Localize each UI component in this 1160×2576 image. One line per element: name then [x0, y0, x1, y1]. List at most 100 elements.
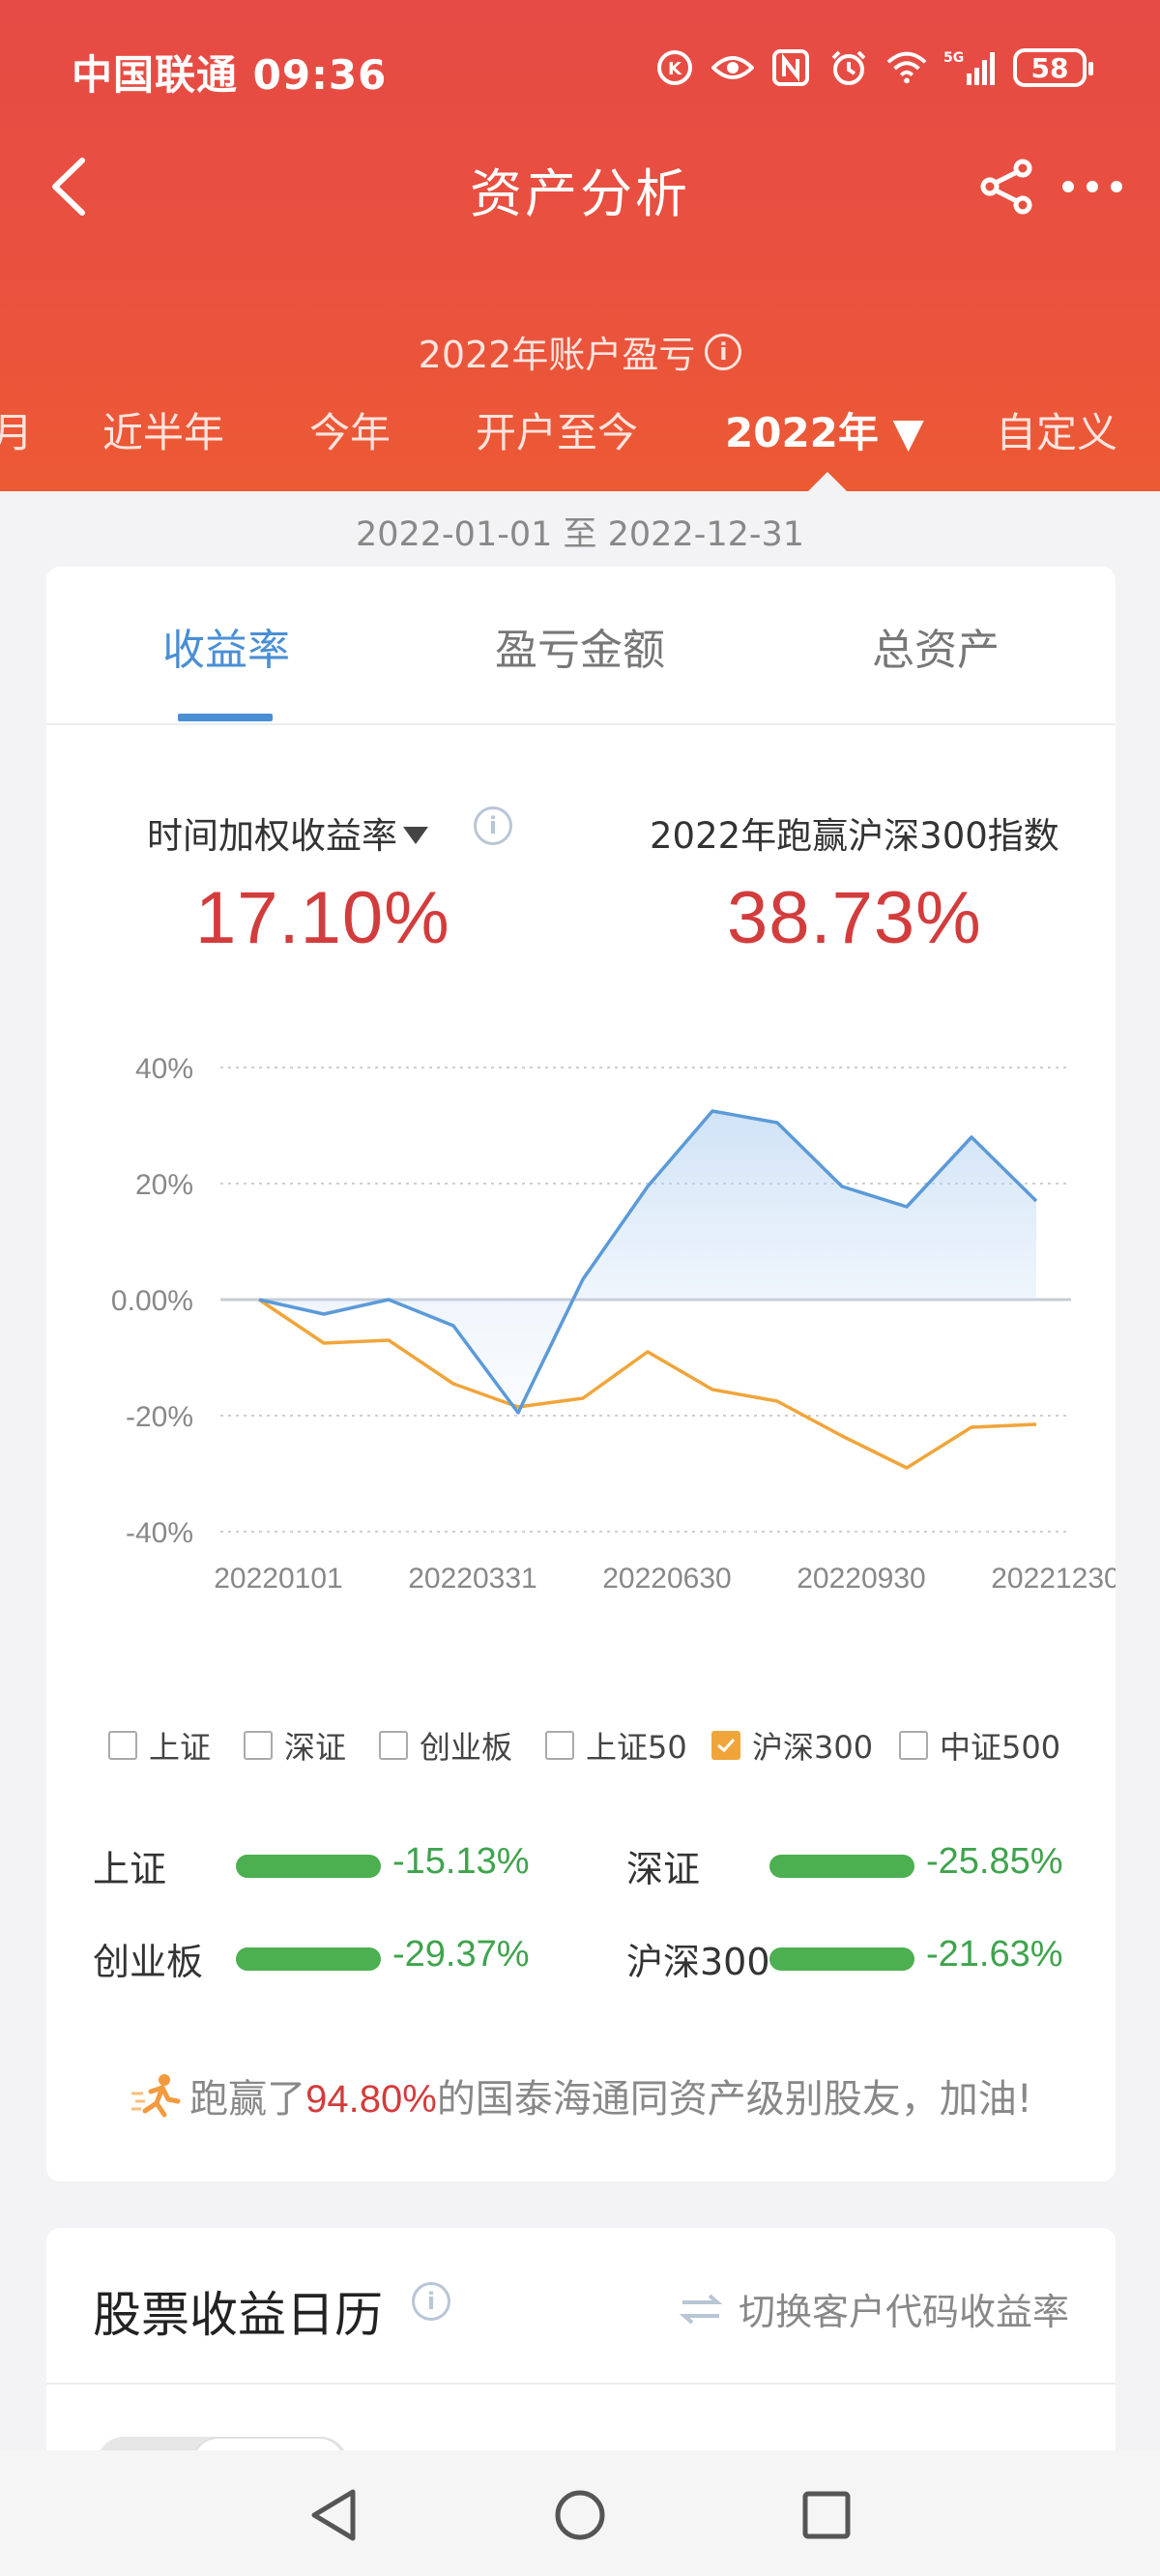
legend-label: 上证: [149, 1729, 212, 1766]
page-title: 资产分析: [470, 163, 690, 224]
data-saver-icon: K: [653, 46, 696, 89]
nfc-icon: [769, 46, 812, 89]
checkbox-icon: [899, 1731, 928, 1760]
nav-home-button[interactable]: [536, 2472, 624, 2559]
nav-bar: 资产分析: [0, 135, 1160, 236]
index-value-csi300: -21.63%: [926, 1934, 1063, 1975]
more-button[interactable]: [1054, 153, 1131, 220]
portfolio-line: [258, 1109, 1038, 1415]
tab-return-rate[interactable]: 收益率: [162, 626, 290, 675]
info-icon[interactable]: i: [474, 806, 512, 845]
tab-total-assets[interactable]: 总资产: [872, 626, 1000, 675]
more-dots-icon: [1062, 181, 1122, 192]
checkbox-icon: [244, 1731, 273, 1760]
x-tick-label: 20220930: [797, 1563, 925, 1595]
checkbox-icon: [108, 1731, 137, 1760]
svg-text:K: K: [668, 59, 682, 79]
share-button[interactable]: [972, 153, 1040, 220]
circle-home-icon: [555, 2490, 605, 2540]
info-icon[interactable]: i: [705, 333, 742, 370]
legend-item-csi300[interactable]: 沪深300: [711, 1723, 873, 1768]
index-value-shanghai: -15.13%: [392, 1841, 530, 1882]
date-range: 2022-01-01 至 2022-12-31: [355, 515, 805, 554]
alarm-icon: [827, 46, 870, 89]
y-tick-label: 0.00%: [111, 1285, 193, 1317]
system-nav-bar: [0, 2450, 1160, 2576]
swap-arrows-icon: [679, 2293, 723, 2325]
index-name: 沪深300: [626, 1940, 770, 1983]
time-weighted-return-label: 时间加权收益率: [147, 815, 397, 857]
tab-active-underline: [178, 714, 273, 721]
period-tab-month[interactable]: 月: [0, 409, 34, 456]
subtitle-text: 2022年账户盈亏: [418, 334, 696, 376]
checkbox-icon: [545, 1731, 574, 1760]
header: 中国联通 09:36 K 5G 58 资: [0, 0, 1160, 491]
card-tabs: 收益率 盈亏金额 总资产: [46, 567, 1116, 725]
triangle-back-icon: [311, 2489, 356, 2541]
carrier-time: 中国联通 09:36: [72, 51, 388, 99]
index-row-shenzhen: 深证: [626, 1841, 701, 1890]
index-bar-shenzhen: [769, 1855, 914, 1878]
returns-card: 收益率 盈亏金额 总资产 时间加权收益率 i 2022年跑赢沪深300指数 17…: [46, 567, 1116, 2181]
legend-item-sse50[interactable]: 上证50: [545, 1723, 687, 1768]
legend-item-csi500[interactable]: 中证500: [899, 1723, 1060, 1768]
legend-item-shenzhen[interactable]: 深证: [244, 1723, 346, 1768]
square-recents-icon: [802, 2491, 851, 2539]
share-icon: [980, 159, 1032, 215]
beat-peers-message: 跑赢了94.80%的国泰海通同资产级别股友，加油!: [46, 2067, 1116, 2123]
return-line-chart: 40% 20% 0.00% -20% -40% 20220101 20220331 2022…: [111, 1053, 1116, 1595]
nav-back-button[interactable]: [290, 2472, 377, 2559]
x-tick-label: 20220630: [602, 1563, 731, 1595]
signal-5g-icon: 5G: [943, 46, 998, 89]
time-weighted-return-dropdown[interactable]: 时间加权收益率: [147, 806, 428, 859]
index-bar-chinext: [236, 1947, 381, 1971]
period-tab-since-open[interactable]: 开户至今: [476, 409, 639, 456]
beat-suffix: 的国泰海通同资产级别股友，加油!: [436, 2077, 1032, 2122]
y-tick-label: 40%: [135, 1053, 193, 1085]
info-icon[interactable]: i: [412, 2282, 450, 2321]
beat-index-label: 2022年跑赢沪深300指数: [650, 815, 1059, 857]
caret-down-icon: [403, 827, 428, 844]
csi300-line: [258, 1298, 1037, 1470]
period-tab-indicator: [808, 472, 847, 491]
running-man-icon: [131, 2074, 181, 2118]
period-tab-2022[interactable]: 2022年 ▼: [725, 409, 924, 456]
period-tabs: 月 近半年 今年 开户至今 2022年 ▼ 自定义: [0, 400, 1160, 468]
switch-label: 切换客户代码收益率: [738, 2291, 1069, 2333]
index-row-csi300: 沪深300: [626, 1934, 770, 1983]
legend-label: 上证50: [586, 1729, 687, 1766]
portfolio-area: [259, 1111, 1036, 1413]
legend-item-chinext[interactable]: 创业板: [379, 1723, 512, 1768]
legend-label: 深证: [284, 1729, 347, 1766]
account-pnl-subtitle: 2022年账户盈亏 i: [0, 325, 1160, 378]
period-tab-custom[interactable]: 自定义: [996, 409, 1118, 456]
x-tick-label: 20220331: [408, 1563, 536, 1595]
status-icons: K 5G 58: [653, 46, 1093, 89]
period-tab-half-year[interactable]: 近半年: [102, 409, 225, 456]
index-name: 创业板: [93, 1940, 204, 1983]
status-bar: 中国联通 09:36 K 5G 58: [0, 0, 1160, 135]
y-tick-label: 20%: [135, 1169, 193, 1201]
switch-return-mode-link[interactable]: 切换客户代码收益率: [679, 2282, 1069, 2335]
svg-text:5G: 5G: [943, 50, 964, 66]
legend-label: 中证500: [940, 1729, 1061, 1766]
y-tick-label: -20%: [126, 1401, 193, 1433]
nav-recents-button[interactable]: [783, 2472, 870, 2559]
index-value-chinext: -29.37%: [392, 1934, 530, 1975]
divider: [46, 2383, 1116, 2385]
index-row-chinext: 创业板: [93, 1934, 204, 1983]
legend-item-shanghai[interactable]: 上证: [108, 1723, 211, 1768]
back-button[interactable]: [35, 153, 102, 220]
beat-percentage: 94.80%: [305, 2078, 437, 2121]
calendar-title: 股票收益日历: [93, 2287, 383, 2343]
period-tab-this-year[interactable]: 今年: [309, 409, 392, 456]
tab-pnl-amount[interactable]: 盈亏金额: [495, 626, 665, 675]
index-name: 上证: [93, 1847, 167, 1890]
index-name: 深证: [626, 1847, 701, 1890]
legend-label: 创业板: [420, 1729, 513, 1766]
index-bar-csi300: [769, 1947, 914, 1971]
index-bar-shanghai: [236, 1855, 381, 1878]
eye-icon: [711, 46, 754, 89]
index-value-shenzhen: -25.85%: [926, 1841, 1063, 1882]
beat-index-value: 38.73%: [727, 877, 982, 959]
